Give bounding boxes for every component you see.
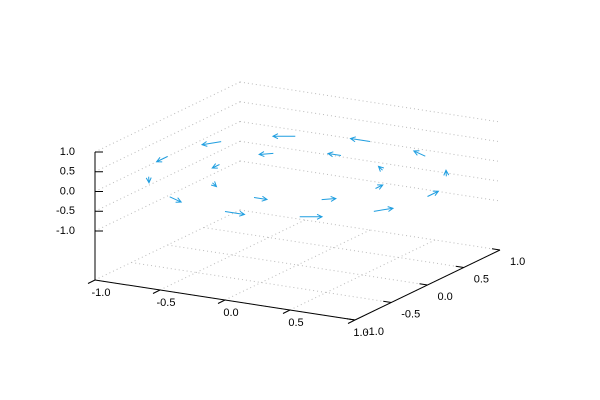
vector-arrow xyxy=(253,195,269,202)
y-tick xyxy=(346,318,356,321)
x-tick xyxy=(87,279,96,284)
vector-arrow xyxy=(155,156,168,163)
grid-line xyxy=(94,140,241,212)
y-tick xyxy=(419,283,428,286)
grid-line xyxy=(224,229,371,301)
grid-line xyxy=(94,160,241,232)
vector-arrow xyxy=(349,136,371,143)
x-tick-label: 1.0 xyxy=(353,327,368,339)
y-tick-label: 0.0 xyxy=(438,291,453,303)
grid-line xyxy=(289,239,436,311)
x-tick xyxy=(152,289,161,294)
y-tick-label: -0.5 xyxy=(401,308,420,320)
vector-arrow xyxy=(412,150,426,157)
vector-arrow xyxy=(373,206,395,212)
vector-arrow xyxy=(375,184,384,190)
y-tick xyxy=(491,248,501,251)
grid-line xyxy=(239,140,501,182)
vector-arrow xyxy=(326,151,342,158)
grid-line xyxy=(239,160,501,202)
y-tick xyxy=(383,300,392,303)
y-tick-label: 1.0 xyxy=(510,256,525,268)
vector-arrow xyxy=(321,195,337,202)
vector-arrow xyxy=(299,213,324,220)
x-tick xyxy=(217,299,226,304)
vector-arrow xyxy=(211,163,220,169)
grid-line xyxy=(239,81,501,123)
grid-line xyxy=(94,81,241,153)
y-tick-label: 0.5 xyxy=(474,273,489,285)
x-tick-label: -1.0 xyxy=(92,287,111,299)
vector-arrow xyxy=(258,151,274,158)
z-tick-label: -0.5 xyxy=(56,205,75,217)
x-tick-label: 0.0 xyxy=(223,307,238,319)
x-tick xyxy=(347,319,356,324)
vector-arrow xyxy=(271,133,296,140)
grid-line xyxy=(159,219,306,291)
vector-arrow xyxy=(200,141,222,147)
x-tick xyxy=(282,309,291,314)
z-tick-label: 1.0 xyxy=(60,146,75,158)
vector-arrow xyxy=(224,210,246,217)
vector-arrow xyxy=(377,165,385,172)
grid-line xyxy=(94,101,241,173)
z-tick-label: 0.5 xyxy=(60,166,75,178)
z-tick-label: -1.0 xyxy=(56,225,75,237)
y-tick-label: -1.0 xyxy=(365,326,384,338)
z-tick-label: 0.0 xyxy=(60,185,75,197)
vector-arrow xyxy=(210,181,218,188)
x-tick-label: 0.5 xyxy=(288,317,303,329)
vector-arrow xyxy=(169,196,183,203)
vector-arrow xyxy=(443,169,450,177)
vector-arrow xyxy=(427,190,440,197)
x-tick-label: -0.5 xyxy=(157,297,176,309)
y-tick xyxy=(455,265,464,268)
vector-arrow xyxy=(145,176,152,184)
